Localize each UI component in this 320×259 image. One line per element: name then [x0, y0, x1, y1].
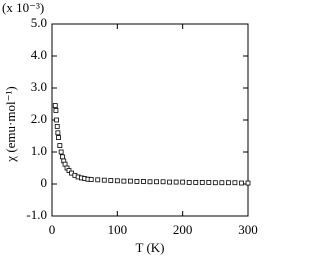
data-point [66, 168, 72, 173]
data-point [199, 179, 205, 185]
data-point [245, 180, 251, 186]
x-tick-label: 0 [49, 222, 56, 237]
data-point [101, 177, 107, 183]
data-point [225, 180, 231, 186]
data-point [54, 117, 59, 123]
data-point [114, 178, 120, 184]
x-tick-label: 100 [108, 222, 128, 237]
data-point [57, 143, 63, 149]
data-point [160, 179, 166, 185]
data-point [193, 179, 199, 185]
data-point [60, 154, 65, 160]
data-point [180, 179, 186, 185]
y-tick-label: 5.0 [31, 15, 47, 30]
data-point [95, 177, 101, 183]
chart: (x 10⁻³) χ (emu·mol⁻¹) T (K) -1.001.02.0… [2, 0, 258, 255]
plot-frame [51, 23, 249, 217]
data-point [206, 179, 212, 185]
data-point [186, 179, 192, 185]
y-tick-label: 0 [41, 175, 48, 190]
data-point [147, 179, 153, 185]
data-point [167, 179, 173, 185]
x-tick-label: 200 [173, 222, 193, 237]
data-point [141, 179, 146, 184]
x-axis-label: T (K) [135, 240, 164, 255]
data-point [108, 178, 114, 183]
y-tick-label: 4.0 [31, 47, 47, 62]
data-point [53, 108, 59, 113]
data-point [54, 124, 60, 129]
data-point [88, 177, 94, 182]
data-point [154, 179, 159, 185]
x-tick-label: 300 [238, 222, 258, 237]
data-point [127, 178, 133, 184]
y-tick-label: 2.0 [31, 111, 47, 126]
data-point [56, 135, 61, 141]
data-point [134, 179, 140, 184]
data-point [173, 179, 179, 185]
data-point [55, 130, 61, 136]
y-tick-label: -1.0 [26, 207, 47, 222]
data-point [232, 180, 238, 186]
data-point [52, 103, 58, 108]
data-point [58, 149, 64, 155]
data-point [62, 161, 68, 167]
data-point [121, 178, 127, 184]
data-point [239, 180, 244, 186]
y-multiplier: (x 10⁻³) [2, 0, 44, 15]
y-tick-label: 1.0 [31, 143, 47, 158]
data-point [212, 180, 218, 186]
y-axis-label: χ (emu·mol⁻¹) [3, 86, 18, 162]
data-point [219, 180, 225, 186]
y-tick-label: 3.0 [31, 79, 47, 94]
